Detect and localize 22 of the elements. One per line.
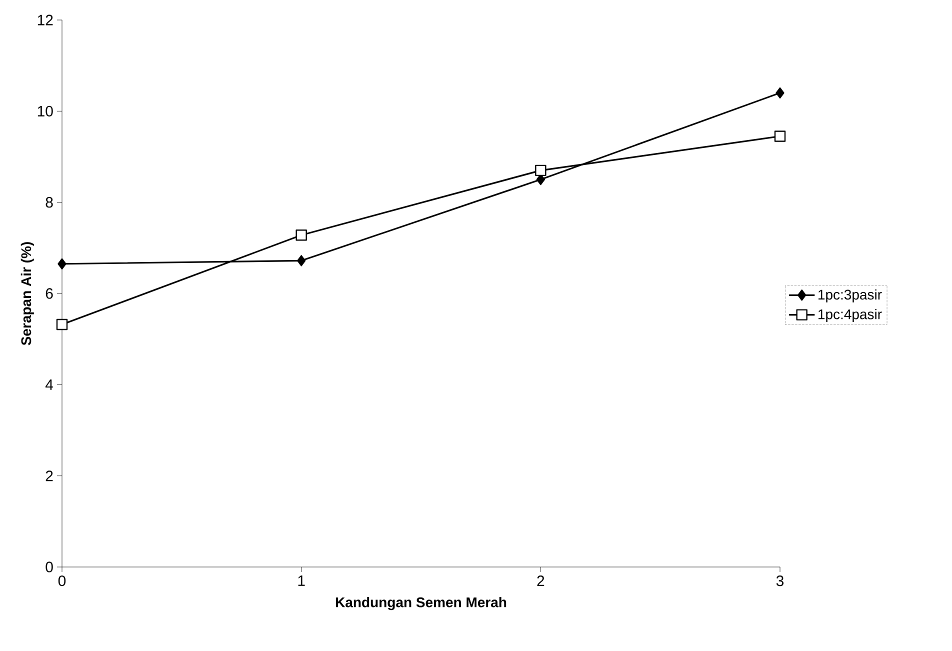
point bbox=[58, 258, 66, 270]
y-tick-label: 12 bbox=[38, 14, 53, 26]
y-axis-title: Serapan Air (%) bbox=[20, 242, 34, 346]
x-tick-label: 0 bbox=[58, 576, 66, 586]
x-axis-title: Kandungan Semen Merah bbox=[336, 597, 506, 610]
x-tick-label: 3 bbox=[776, 576, 784, 586]
x-tick-label: 1 bbox=[298, 576, 305, 586]
y-tick-label: 4 bbox=[45, 380, 54, 390]
point bbox=[535, 164, 546, 176]
point bbox=[776, 87, 784, 99]
y-tick-label: 0 bbox=[46, 562, 53, 572]
y-tick-label: 8 bbox=[46, 197, 53, 208]
point bbox=[296, 255, 306, 266]
point bbox=[56, 318, 68, 330]
x-tick-label: 2 bbox=[537, 576, 544, 586]
y-tick-label: 10 bbox=[38, 106, 53, 116]
point bbox=[774, 130, 786, 142]
y-tick-label: 2 bbox=[46, 470, 53, 482]
legend-label: 1pc:4pasir bbox=[818, 308, 882, 322]
point bbox=[296, 230, 307, 241]
legend-label: 1pc:3pasir bbox=[818, 289, 882, 302]
y-tick-label: 6 bbox=[46, 288, 53, 299]
